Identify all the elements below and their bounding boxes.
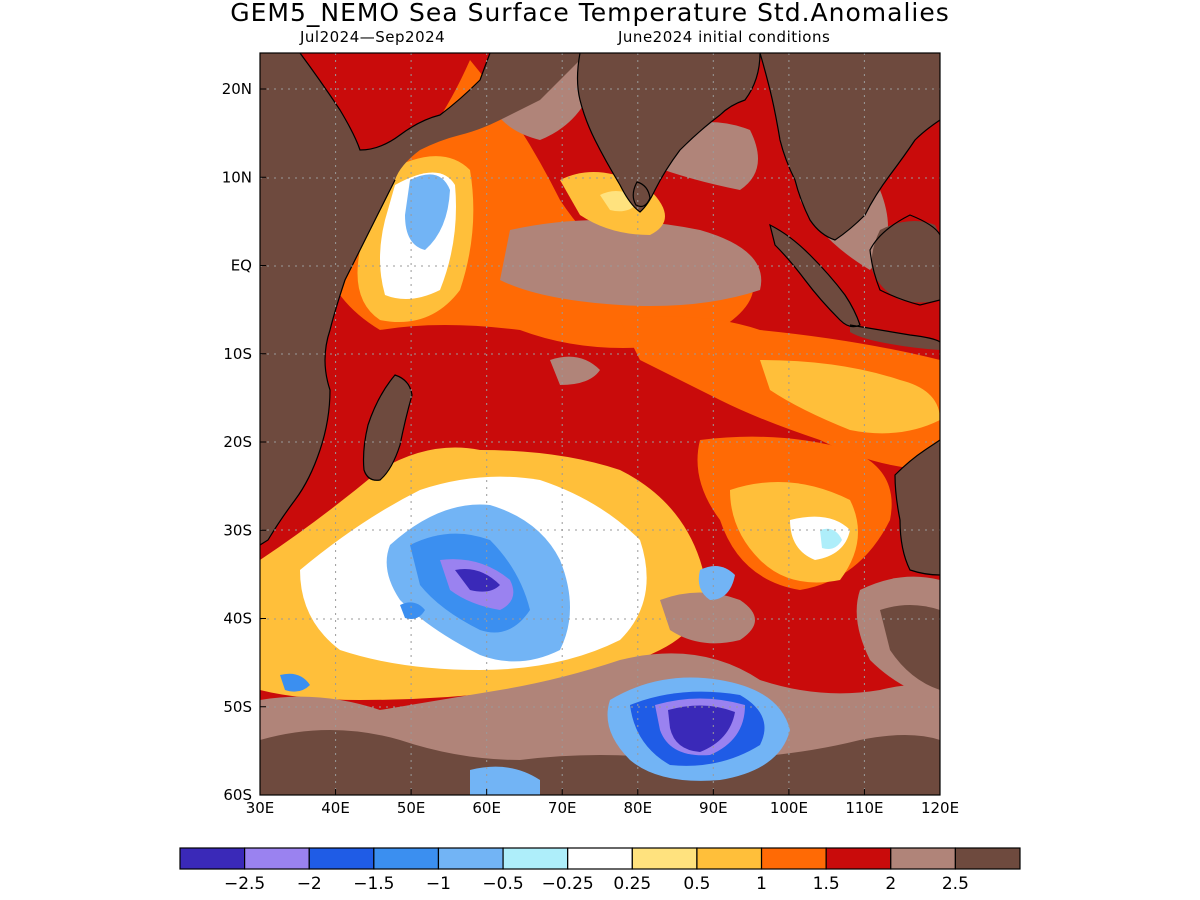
anomaly-blue-bit bbox=[470, 766, 540, 795]
lat-tick-label: 20N bbox=[222, 80, 252, 98]
lat-tick-label: 10N bbox=[222, 168, 252, 186]
lat-tick-label: 50S bbox=[223, 698, 252, 716]
forecast-period: Jul2024—Sep2024 bbox=[300, 28, 446, 46]
colorbar-label: 2 bbox=[885, 874, 896, 894]
anomaly-mauve-patch bbox=[660, 592, 755, 644]
colorbar-label: −2.5 bbox=[224, 874, 265, 894]
lon-tick-label: 110E bbox=[845, 799, 883, 817]
lat-tick-label: 10S bbox=[223, 345, 252, 363]
lon-tick-label: 120E bbox=[921, 799, 959, 817]
anomaly-blue-bit bbox=[698, 566, 735, 600]
colorbar-label: 2.5 bbox=[942, 874, 969, 894]
africa-arabia-land bbox=[260, 53, 580, 545]
lat-tick-label: 40S bbox=[223, 610, 252, 628]
colorbar-swatch bbox=[437, 847, 504, 870]
java-land bbox=[850, 325, 940, 350]
colorbar-label: 1.5 bbox=[813, 874, 840, 894]
grid-lines bbox=[260, 53, 940, 795]
australia-land bbox=[895, 440, 940, 575]
anomaly-gold-east bbox=[760, 360, 940, 434]
colorbar-swatch bbox=[373, 847, 440, 870]
coastlines bbox=[260, 53, 940, 576]
colorbar-label: −1.5 bbox=[353, 874, 394, 894]
anomaly-mauve-patch bbox=[550, 356, 600, 385]
lon-tick-label: 60E bbox=[472, 799, 501, 817]
colorbar-label: 0.5 bbox=[683, 874, 710, 894]
colorbar-swatch bbox=[308, 847, 375, 870]
anomaly-deep-violet-south bbox=[455, 569, 500, 592]
initial-conditions: June2024 initial conditions bbox=[618, 28, 831, 46]
colorbar-label: 1 bbox=[756, 874, 767, 894]
colorbar-swatch bbox=[502, 847, 569, 870]
lon-tick-label: 100E bbox=[770, 799, 808, 817]
lat-tick-label: 30S bbox=[223, 521, 252, 539]
colorbar-swatch bbox=[244, 847, 310, 870]
anomaly-lightblue-east bbox=[820, 528, 842, 549]
colorbar-swatch bbox=[696, 847, 763, 870]
colorbar-swatch bbox=[825, 847, 892, 870]
latitude-axis: 20N 10N EQ 10S 20S 30S 40S 50S 60S bbox=[222, 80, 266, 804]
colorbar-swatch bbox=[890, 847, 956, 870]
lat-tick-label: EQ bbox=[231, 257, 252, 275]
colorbar-swatch bbox=[631, 847, 698, 870]
map-frame bbox=[259, 52, 941, 796]
lat-tick-label: 20S bbox=[223, 433, 252, 451]
colorbar-swatch bbox=[179, 847, 246, 870]
colorbar-label: −1 bbox=[426, 874, 451, 894]
map-field bbox=[260, 53, 940, 795]
colorbar-swatch bbox=[567, 847, 633, 870]
map-title: GEM5_NEMO Sea Surface Temperature Std.An… bbox=[230, 0, 950, 27]
anomaly-blue-bit bbox=[280, 673, 310, 692]
anomaly-neutral-east bbox=[790, 516, 850, 560]
colorbar-swatch bbox=[954, 847, 1021, 870]
lon-tick-label: 30E bbox=[246, 799, 275, 817]
lon-tick-label: 80E bbox=[623, 799, 652, 817]
colorbar: −2.5 −2 −1.5 −1 −0.5 −0.25 0.25 0.5 1 1.5 2 2.5 bbox=[179, 847, 1021, 894]
anomaly-arabian-blue bbox=[405, 174, 450, 250]
anomaly-brown-southern-ocean bbox=[260, 730, 940, 795]
anomaly-deep-violet-kerguelen bbox=[668, 705, 735, 752]
borneo-land bbox=[871, 221, 940, 303]
lon-tick-label: 90E bbox=[699, 799, 728, 817]
lat-tick-label: 60S bbox=[223, 786, 252, 804]
colorbar-label: −0.25 bbox=[542, 874, 594, 894]
colorbar-label: −0.5 bbox=[482, 874, 523, 894]
longitude-axis: 30E 40E 50E 60E 70E 80E 90E 100E 110E 120E bbox=[246, 789, 959, 817]
lon-tick-label: 70E bbox=[548, 799, 577, 817]
anomaly-blue-bit bbox=[400, 602, 425, 619]
colorbar-label: −2 bbox=[297, 874, 322, 894]
sumatra-land bbox=[770, 225, 860, 327]
india-land bbox=[577, 53, 760, 212]
indochina-land bbox=[760, 53, 940, 240]
colorbar-swatch bbox=[760, 847, 827, 870]
lon-tick-label: 50E bbox=[397, 799, 426, 817]
anomaly-brown-patch bbox=[880, 605, 940, 690]
lon-tick-label: 40E bbox=[321, 799, 350, 817]
anomaly-mauve-equator bbox=[500, 220, 762, 306]
colorbar-label: 0.25 bbox=[613, 874, 651, 894]
madagascar-land bbox=[363, 375, 412, 481]
